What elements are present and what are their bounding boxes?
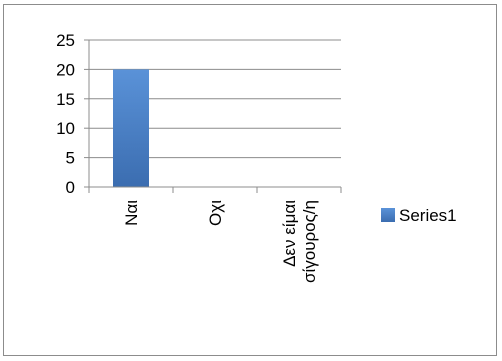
y-tick-label: 20 (56, 60, 75, 79)
bar (113, 69, 149, 187)
bars (113, 69, 149, 187)
x-tick-label: Ναι (122, 200, 141, 226)
y-tick-label: 0 (66, 178, 75, 197)
y-tick-label: 25 (56, 31, 75, 50)
x-tick-label: σίγουρος/η (300, 200, 319, 283)
legend-swatch (381, 208, 395, 222)
y-tick-label: 15 (56, 90, 75, 109)
chart-frame (3, 4, 497, 356)
x-tick-labels: Ναι Οχι Δεν είμαι σίγουρος/η (122, 200, 319, 283)
x-tick-label: Δεν είμαι (280, 200, 299, 267)
legend-label: Series1 (399, 206, 457, 225)
legend: Series1 (381, 206, 457, 225)
x-tick-label: Οχι (206, 200, 225, 226)
y-tick-labels: 0 5 10 15 20 25 (56, 31, 75, 197)
y-tick-label: 10 (56, 119, 75, 138)
axes (84, 39, 342, 193)
y-tick-label: 5 (66, 149, 75, 168)
